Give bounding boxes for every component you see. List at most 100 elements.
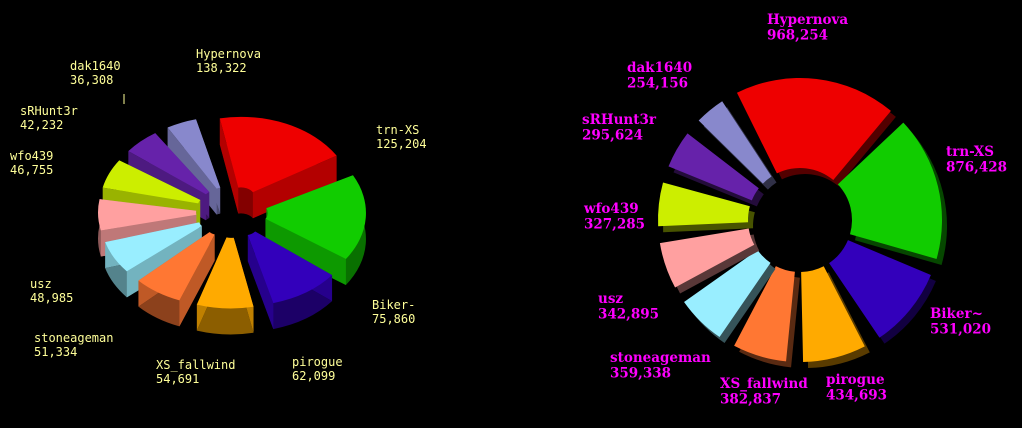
pie-slice-pirogue (801, 266, 870, 368)
slice-label-name: sRHunt3r (582, 112, 657, 128)
pie-slice-srhunt3r (668, 133, 764, 207)
slice-top (138, 232, 215, 301)
slice-label: dak1640 36,308 (70, 59, 121, 87)
slice-label: pirogue 62,099 (292, 355, 343, 383)
slice-label-value: 295,624 (582, 128, 643, 144)
slice-label-name: pirogue (292, 355, 343, 369)
pie-slice-trn-xs (837, 122, 947, 265)
pie-slice-usz (659, 228, 760, 294)
slice-top (167, 119, 221, 189)
slice-face (684, 250, 771, 338)
slice-label-name: Biker~ (930, 306, 983, 322)
slice-label-name: usz (598, 291, 623, 307)
slice-label-name: sRHunt3r (20, 104, 78, 118)
slice-label-value: 48,985 (30, 291, 73, 305)
pie-slice-hypernova (219, 116, 337, 219)
slice-top (265, 175, 366, 260)
slice-label-value: 75,860 (372, 312, 415, 326)
slice-face (734, 266, 795, 362)
slice-top (128, 133, 210, 195)
slice-face (801, 266, 865, 362)
slice-label-name: dak1640 (70, 59, 121, 73)
slice-wall (252, 155, 337, 219)
slice-wall (265, 218, 346, 286)
slice-label: dak1640 254,156 (627, 60, 692, 92)
slice-label-value: 359,338 (610, 366, 671, 382)
left-pie-chart: Hypernova 138,322 trn-XS 125,204 Biker-75,86… (10, 47, 427, 386)
slice-label-name: XS_fallwind (720, 376, 808, 392)
slice-label-value: 46,755 (10, 163, 53, 177)
pie-slice-dak1640 (698, 101, 777, 190)
slice-label-name: stoneageman (34, 331, 113, 345)
slice-label-value: 62,099 (292, 369, 335, 383)
slice-label-name: usz (30, 277, 52, 291)
slice-label-value: 968,254 (767, 28, 828, 44)
slice-label: usz 342,895 (598, 291, 659, 323)
slice-label-value: 42,232 (20, 118, 63, 132)
slice-label: Biker-75,860 (372, 298, 415, 326)
slice-wall (219, 118, 239, 214)
slice-top (105, 222, 202, 272)
slice-top (247, 231, 333, 304)
pie-slice-stoneageman (684, 250, 776, 344)
slice-label-value: 382,837 (720, 392, 781, 408)
slice-label: sRHunt3r 42,232 (20, 104, 78, 132)
slice-label-value: 434,693 (826, 388, 887, 404)
pie-slice-biker (247, 231, 333, 330)
slice-label: wfo439 46,755 (10, 149, 53, 177)
pie-slice-biker (829, 240, 936, 344)
slice-label-name: trn-XS (376, 123, 419, 137)
slice-face (829, 240, 931, 338)
pie-slice-wfo439 (658, 182, 755, 233)
slice-label: pirogue 434,693 (826, 372, 887, 404)
slice-label-value: 254,156 (627, 76, 688, 92)
slice-label-value: 342,895 (598, 307, 659, 323)
slice-label: XS_fallwind 54,691 (156, 358, 235, 386)
pie-slice-trn-xs (265, 175, 366, 286)
slice-label-name: dak1640 (627, 60, 692, 76)
slice-label: Hypernova 138,322 (196, 47, 261, 75)
slice-label-name: wfo439 (583, 201, 639, 217)
slice-label-name: Biker- (372, 298, 415, 312)
slice-face (658, 182, 750, 227)
slice-face (668, 133, 759, 201)
slice-face (659, 228, 755, 288)
slice-label: trn-XS 876,428 (946, 144, 1007, 176)
slice-top (102, 160, 201, 204)
pie-slice-xs-fallwind (734, 266, 800, 368)
slice-label-value: 125,204 (376, 137, 427, 151)
slice-label-value: 138,322 (196, 61, 247, 75)
slice-label-name: stoneageman (610, 350, 711, 366)
right-pie-chart: Hypernova 968,254 trn-XS 876,428 Biker~ 531,0… (582, 12, 1007, 408)
slice-label-value: 531,020 (930, 322, 991, 338)
slice-label-value: 327,285 (584, 217, 645, 233)
slice-label: usz 48,985 (30, 277, 73, 305)
slice-label: stoneageman 359,338 (610, 350, 711, 382)
slice-label-name: Hypernova (196, 47, 261, 61)
slice-wall (247, 234, 274, 330)
slice-label: stoneageman 51,334 (34, 331, 113, 359)
slice-face (736, 78, 891, 181)
slice-face (698, 101, 772, 184)
pie-slice-hypernova (736, 78, 896, 187)
slice-label: Hypernova 968,254 (767, 12, 848, 44)
slice-top (98, 199, 197, 231)
slice-label: sRHunt3r 295,624 (582, 112, 657, 144)
slice-label-name: Hypernova (767, 12, 848, 28)
slice-label-value: 51,334 (34, 345, 77, 359)
slice-label-value: 54,691 (156, 372, 199, 386)
slice-label: trn-XS 125,204 (376, 123, 427, 151)
slice-label-value: 36,308 (70, 73, 113, 87)
slice-label-value: 876,428 (946, 160, 1007, 176)
slice-top (196, 237, 254, 309)
slice-face (837, 122, 942, 259)
slice-label-name: wfo439 (10, 149, 53, 163)
slice-label: wfo439 327,285 (583, 201, 645, 233)
slice-top (219, 116, 337, 193)
slice-label-name: pirogue (826, 372, 885, 388)
slice-label: Biker~ 531,020 (930, 306, 991, 338)
slice-label-name: trn-XS (946, 144, 994, 160)
slice-label-name: XS_fallwind (156, 358, 235, 372)
pie-slice-pirogue (196, 237, 254, 335)
